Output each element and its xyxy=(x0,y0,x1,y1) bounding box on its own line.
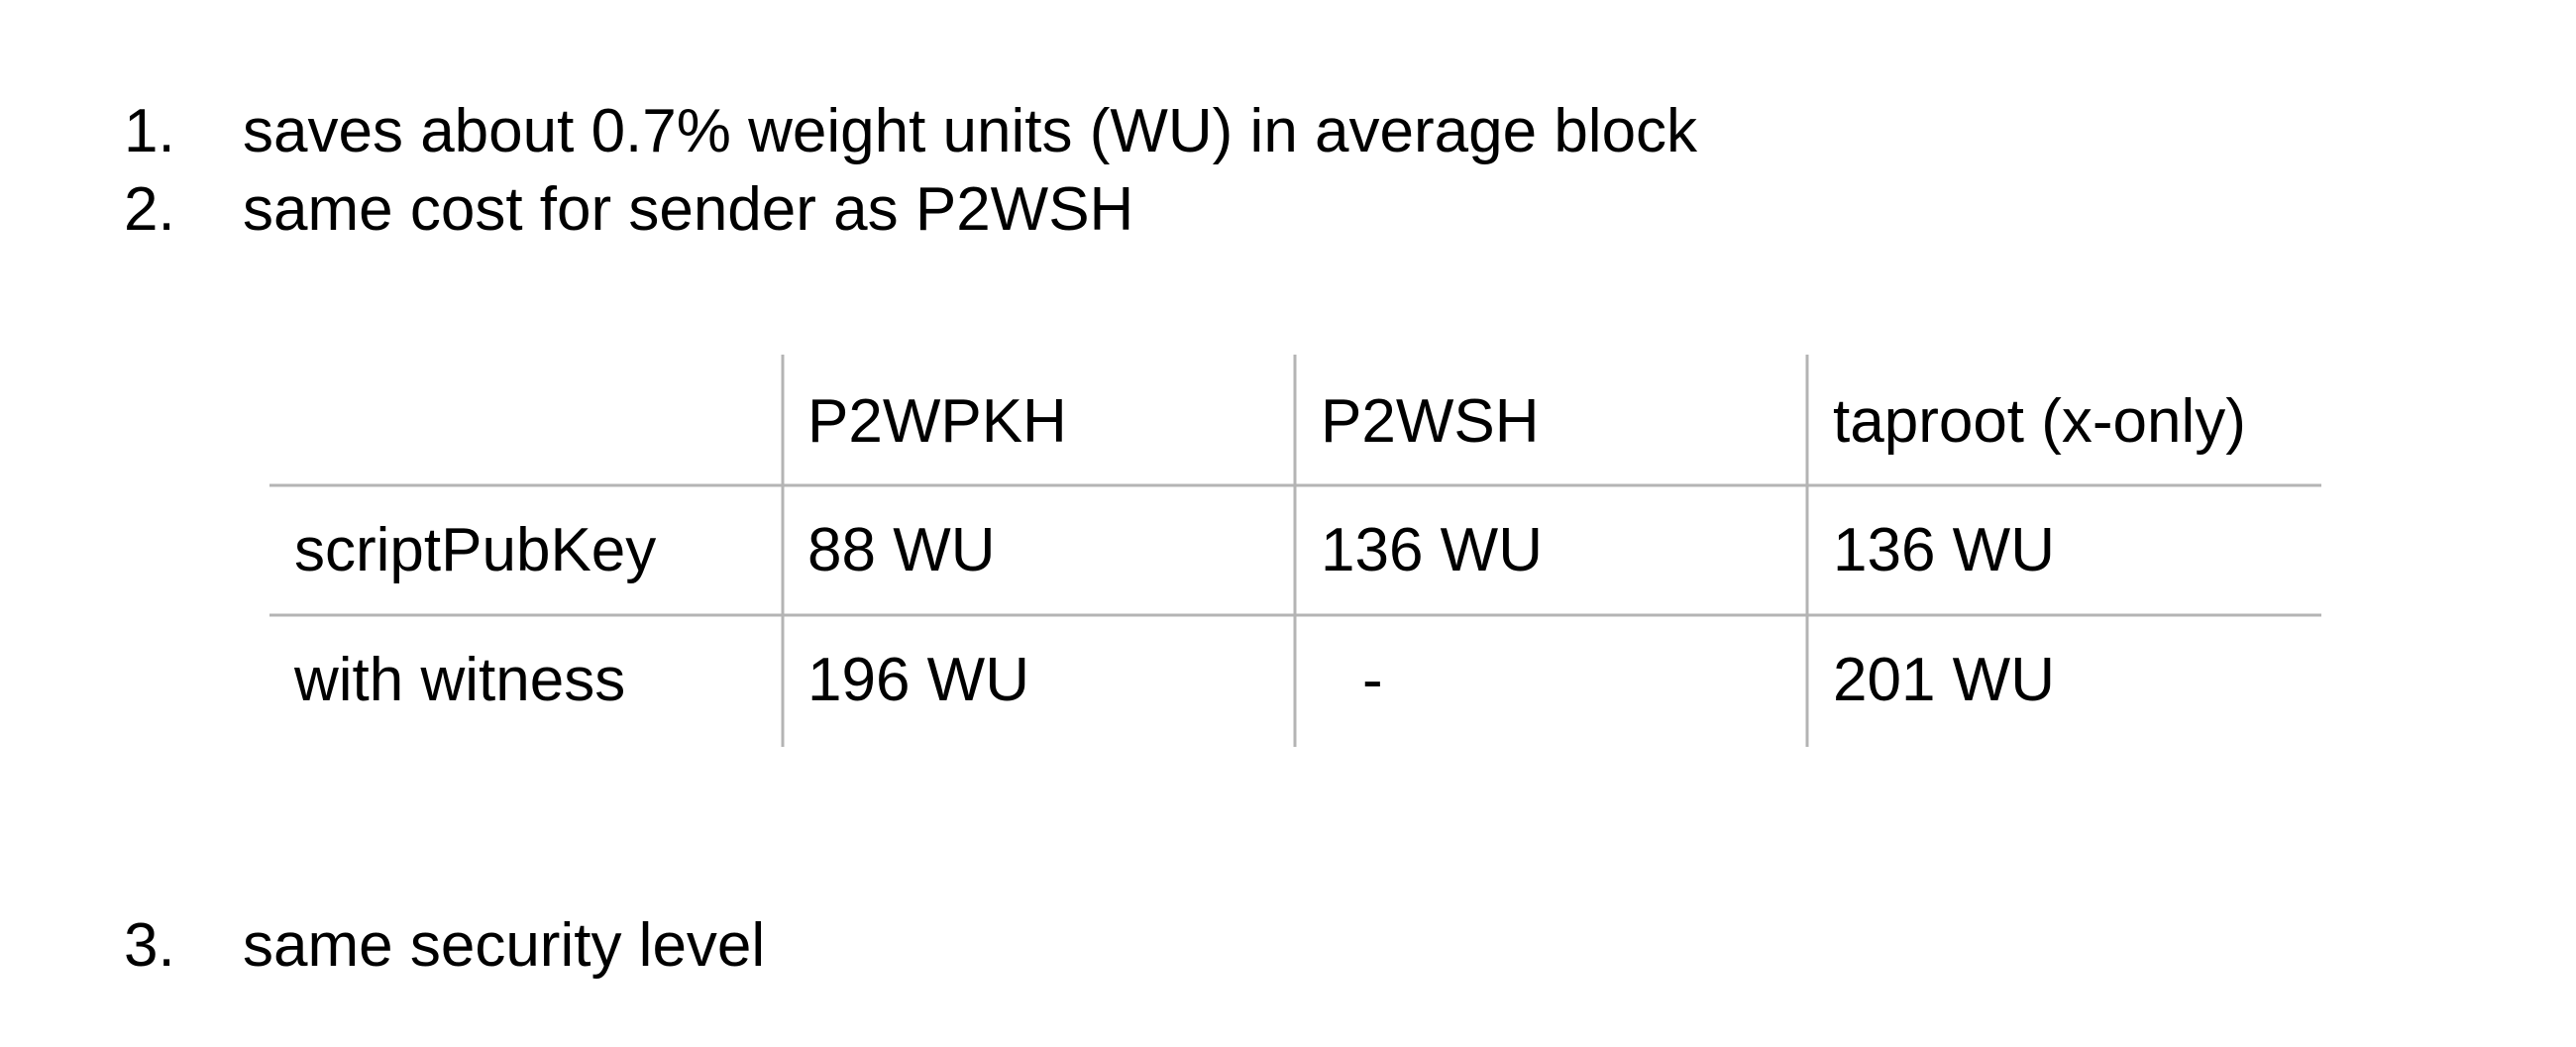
table-cell: - xyxy=(1362,646,1383,714)
table-cell: 136 WU xyxy=(1833,516,2055,584)
list-number: 2. xyxy=(124,175,175,244)
list-number: 3. xyxy=(124,911,175,980)
list-number: 1. xyxy=(124,97,175,165)
table-header-cell: taproot (x-only) xyxy=(1833,387,2246,456)
table-cell: 88 WU xyxy=(807,516,996,584)
table-header-cell: P2WSH xyxy=(1321,387,1540,456)
table-cell: 196 WU xyxy=(807,646,1029,714)
table-header-cell: P2WPKH xyxy=(807,387,1067,456)
table-row-label: scriptPubKey xyxy=(294,516,657,584)
table-row-label: with witness xyxy=(294,646,626,714)
list-text: same security level xyxy=(243,911,766,980)
table-cell: 201 WU xyxy=(1833,646,2055,714)
list-text: same cost for sender as P2WSH xyxy=(243,175,1134,244)
list-text: saves about 0.7% weight units (WU) in av… xyxy=(243,97,1698,165)
table-cell: 136 WU xyxy=(1321,516,1543,584)
